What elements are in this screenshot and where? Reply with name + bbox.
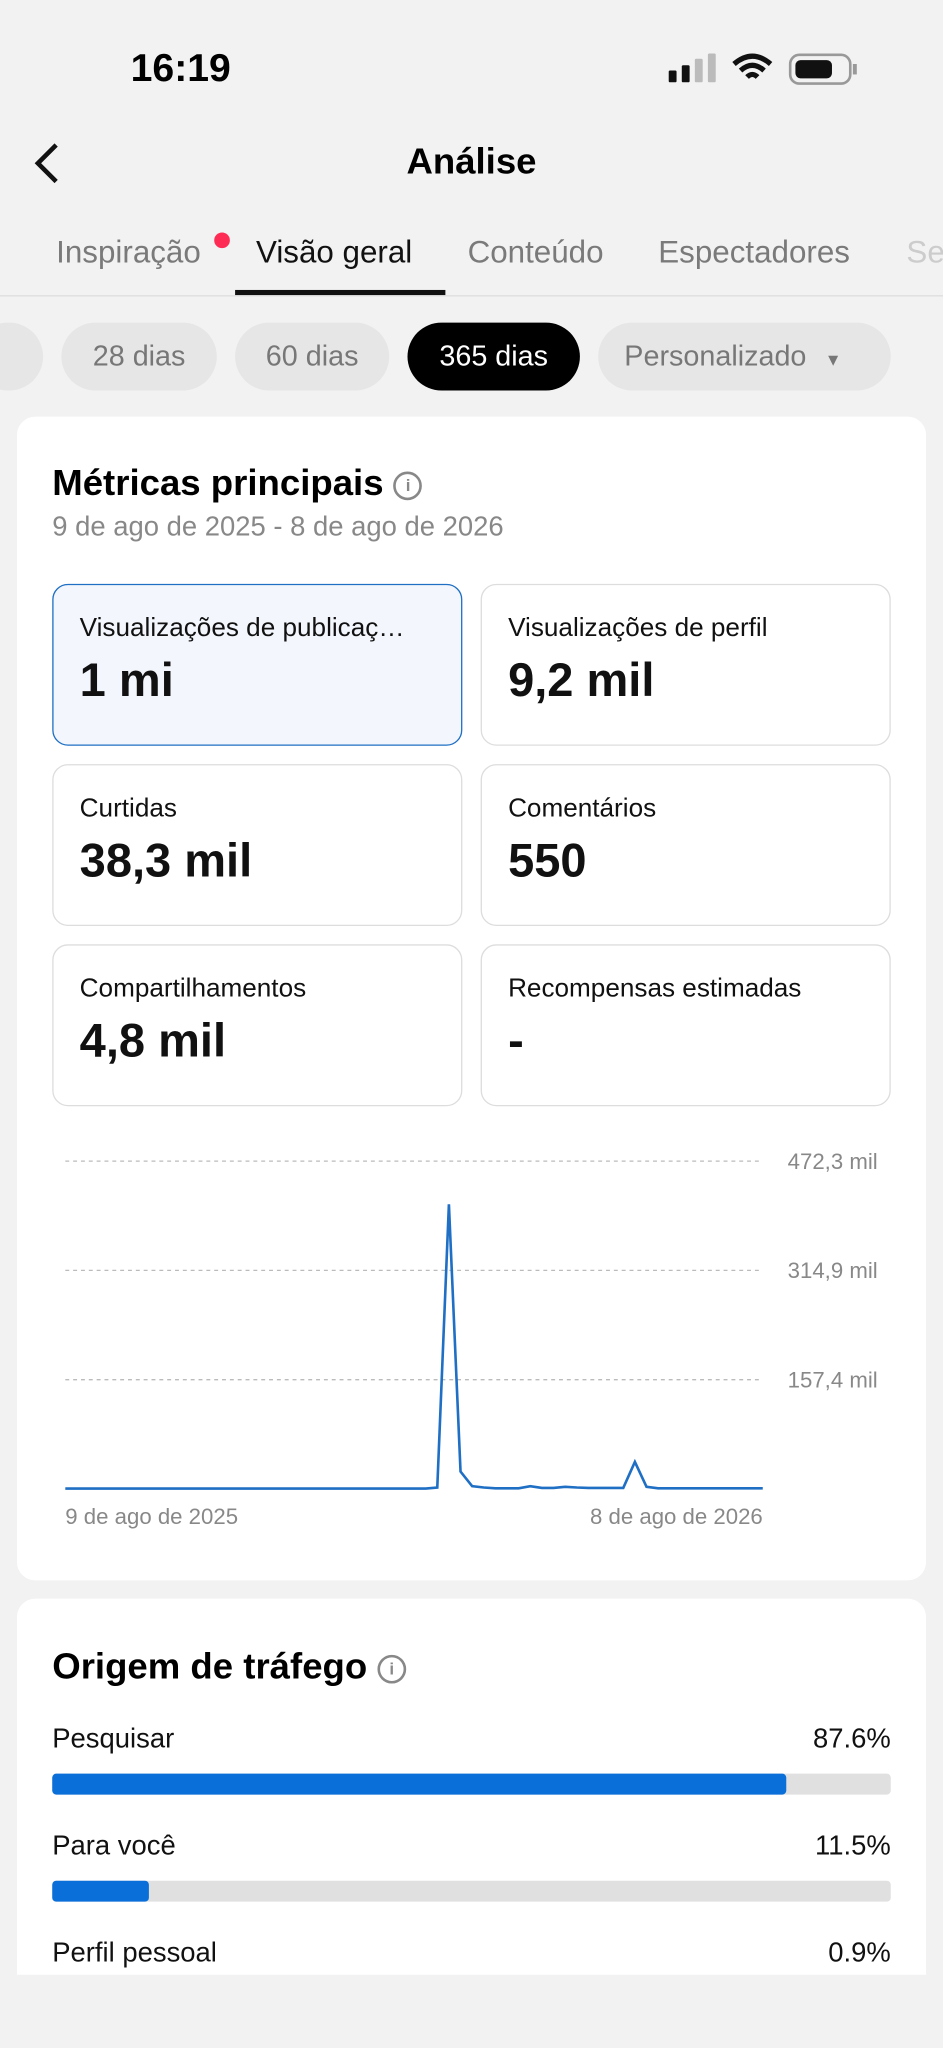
filter-pill-active[interactable]: 365 dias <box>407 322 580 391</box>
line-chart: 472,3 mil 314,9 mil 157,4 mil 9 de ago de 2… <box>65 1149 878 1529</box>
source-percent: 87.6% <box>812 1724 891 1755</box>
time: 16:19 <box>130 47 231 91</box>
divider <box>0 295 943 297</box>
filter-pill[interactable] <box>0 322 44 391</box>
source-name: Perfil pessoal <box>52 1938 217 1969</box>
back-button[interactable] <box>31 141 62 185</box>
bar-track <box>52 1880 891 1902</box>
info-icon[interactable]: i <box>377 1654 407 1684</box>
y-tick-label: 157,4 mil <box>788 1368 878 1393</box>
metric-card[interactable]: Recompensas estimadas - <box>480 944 891 1107</box>
x-tick-label: 9 de ago de 2025 <box>65 1504 238 1529</box>
page-title: Análise <box>406 141 537 182</box>
metric-card[interactable]: Visualizações de perfil 9,2 mil <box>480 583 891 746</box>
dropdown-icon: ▼ <box>824 350 842 370</box>
filter-pill[interactable]: Personalizado ▼ <box>598 322 891 391</box>
line-series <box>65 1204 763 1490</box>
source-name: Pesquisar <box>52 1724 175 1755</box>
tab-indicator <box>235 289 446 296</box>
metric-label: Curtidas <box>79 794 177 823</box>
bar <box>52 1773 787 1795</box>
traffic-card <box>16 1598 927 2048</box>
filter-pill[interactable]: 60 dias <box>235 322 390 391</box>
metric-card[interactable]: Visualizações de publicaç… 1 mi <box>52 583 463 746</box>
date-range: 9 de ago de 2025 - 8 de ago de 2026 <box>52 511 504 543</box>
y-tick-label: 314,9 mil <box>788 1258 878 1283</box>
bottom-area <box>0 1974 943 2048</box>
tab[interactable]: Conteúdo <box>467 235 604 271</box>
filter-pill[interactable]: 28 dias <box>61 322 217 391</box>
metric-card[interactable]: Curtidas 38,3 mil <box>52 764 463 927</box>
y-tick-label: 472,3 mil <box>788 1149 878 1174</box>
metric-label: Comentários <box>508 794 657 823</box>
section-title: Origem de tráfego i <box>52 1645 407 1688</box>
bar <box>52 1880 149 1902</box>
info-icon[interactable]: i <box>393 470 423 500</box>
metric-card[interactable]: Compartilhamentos 4,8 mil <box>52 944 463 1107</box>
metric-value: - <box>508 1013 524 1068</box>
metric-label: Visualizações de publicaç… <box>79 613 405 643</box>
metric-value: 550 <box>508 833 587 887</box>
source-name: Para você <box>52 1831 176 1862</box>
metric-label: Recompensas estimadas <box>508 974 802 1004</box>
metric-value: 4,8 mil <box>79 1013 227 1068</box>
tab-active[interactable]: Visão geral <box>255 235 413 271</box>
metric-value: 38,3 mil <box>79 833 253 887</box>
filter-label: Personalizado <box>624 339 807 373</box>
metric-value: 1 mi <box>79 653 174 707</box>
tab[interactable]: Se <box>906 235 943 271</box>
source-percent: 11.5% <box>815 1831 891 1862</box>
metric-label: Visualizações de perfil <box>508 613 768 643</box>
section-title: Métricas principais i <box>52 462 423 504</box>
source-percent: 0.9% <box>828 1938 891 1969</box>
metric-value: 9,2 mil <box>508 653 655 707</box>
notification-dot <box>214 232 230 249</box>
title-text: Métricas principais <box>52 462 384 503</box>
metric-card[interactable]: Comentários 550 <box>480 764 891 927</box>
status-icons <box>668 53 857 85</box>
tab[interactable]: Inspiração <box>56 235 201 271</box>
tab[interactable]: Espectadores <box>658 235 850 271</box>
x-tick-label: 8 de ago de 2026 <box>590 1504 763 1529</box>
title-text: Origem de tráfego <box>52 1645 368 1687</box>
metric-label: Compartilhamentos <box>79 974 307 1004</box>
